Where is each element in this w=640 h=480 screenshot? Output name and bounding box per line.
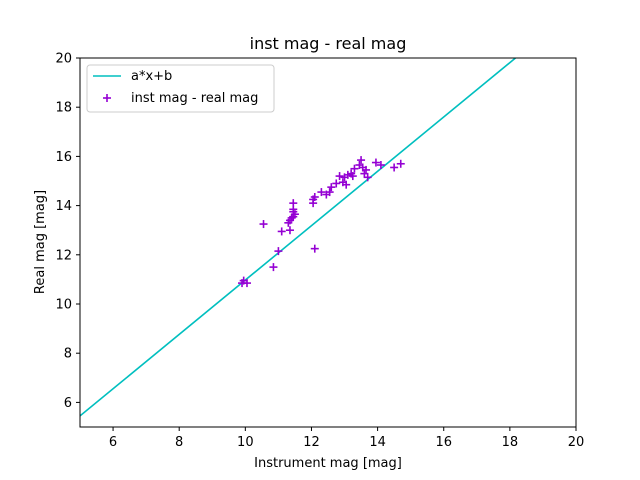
y-tick-label: 20 xyxy=(55,52,72,67)
x-axis: 6 8 10 12 14 16 18 20 xyxy=(109,427,584,450)
data-point xyxy=(396,159,405,168)
data-point xyxy=(285,226,294,235)
legend-marker-swatch xyxy=(103,94,111,102)
data-point xyxy=(310,244,319,253)
chart-title: inst mag - real mag xyxy=(250,34,407,53)
y-tick-label: 12 xyxy=(55,248,72,263)
data-point xyxy=(335,172,344,181)
legend-label-fit: a*x+b xyxy=(131,69,172,84)
data-point xyxy=(348,172,357,181)
legend: a*x+b inst mag - real mag xyxy=(86,64,275,113)
x-axis-label: Instrument mag [mag] xyxy=(254,456,402,471)
x-tick-label: 20 xyxy=(568,435,585,450)
x-tick-label: 18 xyxy=(502,435,519,450)
data-point xyxy=(371,158,380,167)
data-point xyxy=(269,263,278,272)
x-tick-label: 10 xyxy=(237,435,254,450)
data-point xyxy=(290,210,299,219)
data-point xyxy=(357,156,366,165)
y-tick-label: 18 xyxy=(55,101,72,116)
y-tick-label: 14 xyxy=(55,199,72,214)
data-point xyxy=(363,173,372,182)
legend-box xyxy=(86,64,275,113)
y-tick-label: 16 xyxy=(55,150,72,165)
data-point xyxy=(390,163,399,172)
data-point xyxy=(242,279,251,288)
data-point xyxy=(342,180,351,189)
legend-label-data: inst mag - real mag xyxy=(131,91,258,106)
x-tick-label: 8 xyxy=(175,435,183,450)
data-point xyxy=(350,164,359,173)
y-axis: 6 8 10 12 14 16 18 20 xyxy=(55,52,80,411)
plot-frame xyxy=(79,57,577,428)
data-point xyxy=(277,227,286,236)
y-tick-label: 6 xyxy=(64,396,72,411)
data-point xyxy=(317,188,326,197)
data-point xyxy=(310,192,319,201)
data-point xyxy=(362,165,371,174)
data-point xyxy=(274,247,283,256)
series-layer xyxy=(80,58,516,417)
data-point xyxy=(376,161,385,170)
fit-line xyxy=(80,58,516,417)
y-tick-label: 10 xyxy=(55,298,72,313)
data-point xyxy=(289,199,298,208)
x-tick-label: 12 xyxy=(303,435,320,450)
x-tick-label: 16 xyxy=(435,435,452,450)
data-point xyxy=(259,220,268,229)
data-point xyxy=(327,183,336,192)
data-point xyxy=(332,179,341,188)
x-tick-label: 6 xyxy=(109,435,117,450)
legend-plus-marker xyxy=(103,94,111,102)
data-point xyxy=(325,188,334,197)
y-axis-label: Real mag [mag] xyxy=(33,190,48,294)
y-tick-label: 8 xyxy=(64,347,72,362)
x-tick-label: 14 xyxy=(369,435,386,450)
plot-area xyxy=(79,57,577,428)
